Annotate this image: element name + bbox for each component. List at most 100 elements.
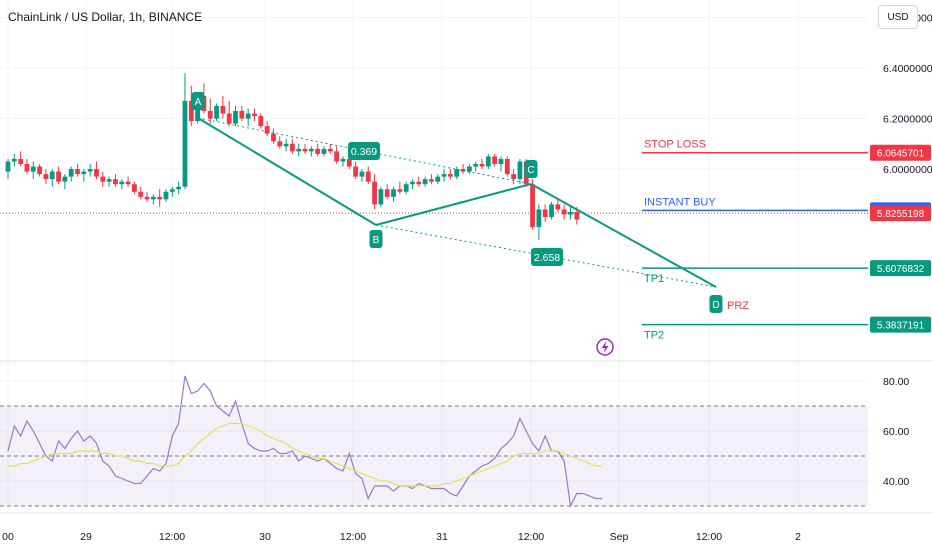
candle-body — [555, 204, 561, 210]
candle-body — [485, 156, 491, 167]
candle-body — [277, 141, 283, 147]
candle-body — [416, 181, 422, 185]
candle-body — [5, 161, 11, 172]
pattern-point-badge — [369, 230, 383, 248]
candle-body — [549, 204, 554, 218]
time-axis-tick-label: 12:00 — [159, 531, 185, 543]
candle-body — [62, 176, 68, 182]
price-tag — [870, 316, 931, 333]
price-axis-tick-label: 6.4000000 — [883, 63, 932, 75]
candle-body — [372, 181, 377, 205]
candle-body — [207, 110, 213, 119]
candle-body — [245, 113, 251, 119]
pattern-leg — [530, 183, 717, 288]
pattern-point-label: A — [195, 97, 202, 108]
pattern-ratio-label: 0.369 — [351, 146, 377, 158]
candle-body — [448, 174, 453, 177]
candle-body — [429, 179, 434, 182]
candle-body — [56, 171, 61, 182]
trade-level-label: STOP LOSS — [644, 139, 706, 151]
time-axis-tick-label: 31 — [436, 531, 448, 543]
pattern-ratio-label: 2.658 — [534, 252, 560, 264]
rsi-ma-line — [8, 422, 603, 487]
time-axis-tick-label: 12:00 — [340, 531, 366, 543]
prz-label: PRZ — [727, 300, 749, 312]
pattern-point-badge — [191, 92, 205, 110]
trade-level-label: INSTANT BUY — [644, 196, 716, 208]
candle-body — [226, 113, 232, 124]
candle-body — [327, 148, 333, 152]
candle-body — [511, 174, 516, 180]
candle-body — [233, 110, 238, 124]
candle-body — [568, 211, 573, 215]
candle-body — [435, 176, 441, 182]
candle-body — [403, 184, 409, 192]
price-tag-label: 5.3837191 — [877, 321, 925, 332]
candle-body — [334, 151, 340, 162]
currency-button[interactable]: USD — [878, 5, 918, 29]
candle-body — [378, 189, 384, 205]
candle-body — [138, 191, 144, 197]
candle-body — [11, 158, 17, 162]
candle-body — [132, 184, 137, 192]
candle-body — [384, 189, 390, 197]
price-tag — [870, 260, 931, 277]
price-axis-tick-label: 6.2000000 — [883, 114, 932, 126]
candle-body — [441, 174, 447, 177]
candle-body — [81, 171, 87, 175]
candle-body — [239, 110, 245, 119]
pattern-point-label: B — [373, 235, 380, 246]
time-axis-tick-label: 2 — [795, 531, 801, 543]
rsi-axis-tick-label: 80.00 — [883, 376, 909, 388]
candle-body — [144, 196, 150, 200]
candle-body — [422, 179, 428, 185]
candle-body — [479, 164, 485, 167]
candle-body — [30, 166, 36, 172]
candle-body — [302, 148, 308, 152]
candle-body — [214, 105, 219, 119]
candle-body — [125, 181, 131, 185]
symbol-title: ChainLink / US Dollar, 1h, BINANCE — [8, 10, 203, 24]
price-axis-tick-label: 6.0000000 — [883, 164, 932, 176]
time-axis-tick-label: 12:00 — [518, 531, 544, 543]
candle-body — [498, 158, 504, 164]
candle-body — [296, 148, 302, 152]
candle-body — [473, 164, 479, 167]
candle-body — [100, 176, 106, 182]
candle-body — [359, 171, 365, 177]
rsi-line — [7, 375, 603, 508]
price-tag — [870, 144, 931, 161]
candle-body — [454, 169, 460, 177]
candle-body — [271, 133, 276, 142]
pattern-ratio-badge — [348, 142, 380, 160]
time-axis-tick-label: 29 — [80, 531, 92, 543]
candle-body — [492, 156, 498, 164]
candle-body — [321, 148, 327, 154]
candle-body — [290, 143, 295, 152]
time-axis-tick-label: Sep — [610, 531, 629, 543]
candle-body — [68, 169, 74, 177]
pattern-point-label: D — [712, 300, 719, 311]
candle-body — [220, 105, 226, 114]
candle-body — [75, 169, 80, 175]
rsi-axis-tick-label: 40.00 — [883, 476, 909, 488]
candle-body — [94, 169, 99, 177]
candle-body — [397, 189, 403, 192]
candle-body — [308, 148, 314, 152]
candle-body — [163, 191, 169, 200]
candle-body — [182, 100, 188, 187]
candle-body — [252, 113, 257, 117]
pattern-leg — [375, 183, 532, 226]
time-axis-tick-label: 00 — [2, 531, 14, 543]
candle-body — [150, 196, 156, 200]
candle-body — [504, 158, 510, 175]
candle-body — [315, 148, 321, 154]
candle-body — [18, 158, 24, 164]
candle-body — [466, 166, 472, 172]
candle-body — [49, 171, 55, 180]
candle-body — [24, 164, 30, 172]
trade-level-label: TP2 — [644, 330, 664, 342]
rsi-axis-tick-label: 60.00 — [883, 426, 909, 438]
